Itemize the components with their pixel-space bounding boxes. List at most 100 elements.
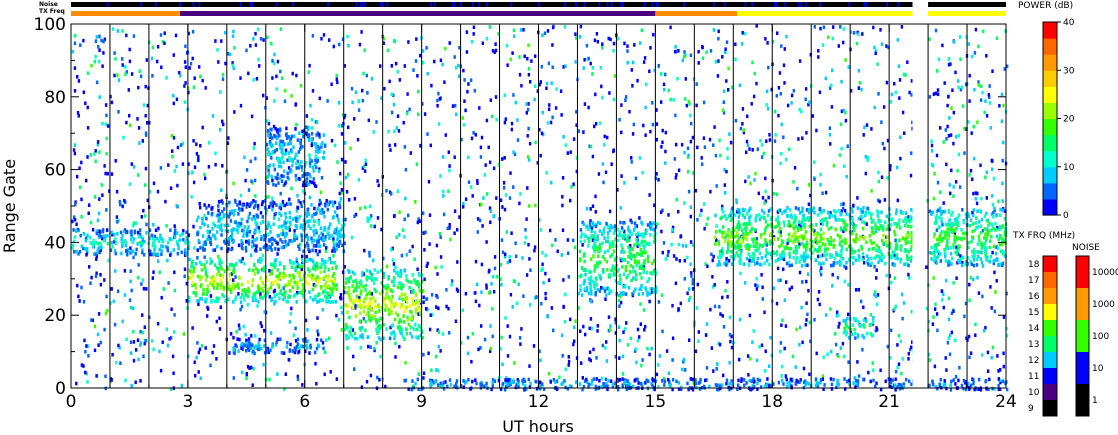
- echo-cell: [491, 49, 495, 53]
- echo-band-cell: [589, 275, 593, 279]
- echo-cell: [193, 246, 196, 250]
- echo-cell: [632, 122, 635, 127]
- echo-cell: [783, 47, 786, 51]
- echo-cell: [293, 229, 296, 233]
- echo-band-cell: [291, 217, 295, 221]
- echo-cell: [857, 374, 861, 378]
- echo-band-cell: [324, 274, 327, 278]
- echo-cell: [864, 155, 867, 159]
- echo-cell: [572, 238, 575, 243]
- echo-cell: [194, 373, 197, 378]
- echo-cell: [862, 133, 865, 137]
- echo-cell: [550, 243, 554, 248]
- noise-segment: [897, 2, 900, 7]
- echo-band-cell: [757, 246, 760, 251]
- echo-cell: [889, 100, 893, 104]
- echo-cell: [82, 38, 85, 43]
- echo-band-cell: [289, 158, 292, 163]
- echo-cell: [426, 307, 429, 312]
- echo-cell: [128, 59, 132, 64]
- echo-band-cell: [297, 199, 300, 203]
- echo-cell: [100, 183, 103, 187]
- echo-cell: [145, 58, 148, 62]
- echo-cell: [347, 43, 350, 48]
- echo-cell: [364, 162, 368, 167]
- echo-cell: [704, 262, 707, 266]
- echo-cell: [525, 273, 529, 277]
- echo-cell: [947, 296, 951, 301]
- echo-cell: [974, 333, 977, 337]
- echo-band-cell: [341, 224, 344, 228]
- echo-band-cell: [354, 298, 357, 303]
- echo-band-cell: [124, 241, 128, 246]
- echo-band-cell: [270, 156, 273, 160]
- echo-cell: [952, 185, 955, 189]
- echo-cell: [528, 204, 531, 208]
- echo-cell: [564, 367, 567, 372]
- echo-cell: [487, 269, 491, 274]
- echo-cell: [843, 208, 847, 213]
- echo-cell: [775, 301, 779, 306]
- echo-band-cell: [782, 220, 785, 224]
- echo-band-cell: [637, 261, 640, 265]
- echo-band-cell: [417, 285, 421, 289]
- echo-cell: [517, 282, 520, 287]
- echo-cell: [95, 271, 98, 276]
- echo-band-cell: [322, 237, 325, 242]
- echo-cell: [398, 78, 401, 82]
- echo-band-cell: [411, 273, 415, 277]
- echo-cell: [781, 318, 784, 323]
- echo-cell: [554, 238, 557, 242]
- echo-band-cell: [850, 216, 854, 221]
- echo-cell: [493, 266, 497, 271]
- echo-cell: [324, 350, 327, 354]
- echo-band-cell: [302, 134, 305, 139]
- echo-band-cell: [199, 277, 202, 282]
- echo-band-cell: [611, 243, 614, 248]
- echo-band-cell: [298, 163, 301, 167]
- echo-cell: [488, 25, 491, 29]
- echo-band-cell: [212, 221, 215, 226]
- echo-cell: [201, 125, 204, 130]
- echo-cell: [734, 42, 737, 47]
- echo-cell: [516, 301, 519, 306]
- echo-band-cell: [234, 220, 237, 224]
- echo-cell: [144, 84, 147, 89]
- echo-cell: [494, 95, 498, 99]
- echo-cell: [735, 200, 738, 205]
- echo-cell: [436, 295, 439, 299]
- echo-band-cell: [619, 277, 622, 282]
- echo-band-cell: [809, 238, 812, 242]
- echo-cell: [639, 302, 642, 306]
- echo-band-cell: [293, 238, 296, 242]
- echo-cell: [694, 188, 697, 193]
- echo-band-cell: [274, 211, 277, 216]
- echo-cell: [753, 71, 756, 76]
- echo-cell: [834, 332, 837, 336]
- echo-cell: [150, 56, 154, 61]
- echo-cell: [567, 355, 570, 359]
- echo-cell: [364, 205, 367, 210]
- echo-cell: [655, 137, 658, 142]
- echo-band-cell: [307, 247, 310, 252]
- echo-cell: [655, 122, 659, 126]
- echo-cell: [146, 121, 149, 125]
- echo-cell: [442, 387, 446, 391]
- echo-band-cell: [607, 287, 611, 291]
- echo-cell: [783, 298, 786, 302]
- echo-band-cell: [217, 208, 220, 213]
- echo-band-cell: [822, 209, 825, 213]
- echo-cell: [220, 39, 223, 43]
- echo-band-cell: [241, 288, 244, 293]
- echo-band-cell: [314, 212, 318, 216]
- echo-cell: [778, 71, 782, 75]
- echo-band-cell: [832, 263, 835, 268]
- echo-cell: [755, 277, 758, 281]
- echo-cell: [963, 314, 966, 319]
- echo-band-cell: [305, 181, 308, 185]
- echo-band-cell: [227, 242, 231, 246]
- echo-band-cell: [353, 272, 356, 276]
- echo-band-cell: [284, 290, 287, 294]
- echo-cell: [689, 240, 693, 244]
- echo-cell: [467, 155, 470, 160]
